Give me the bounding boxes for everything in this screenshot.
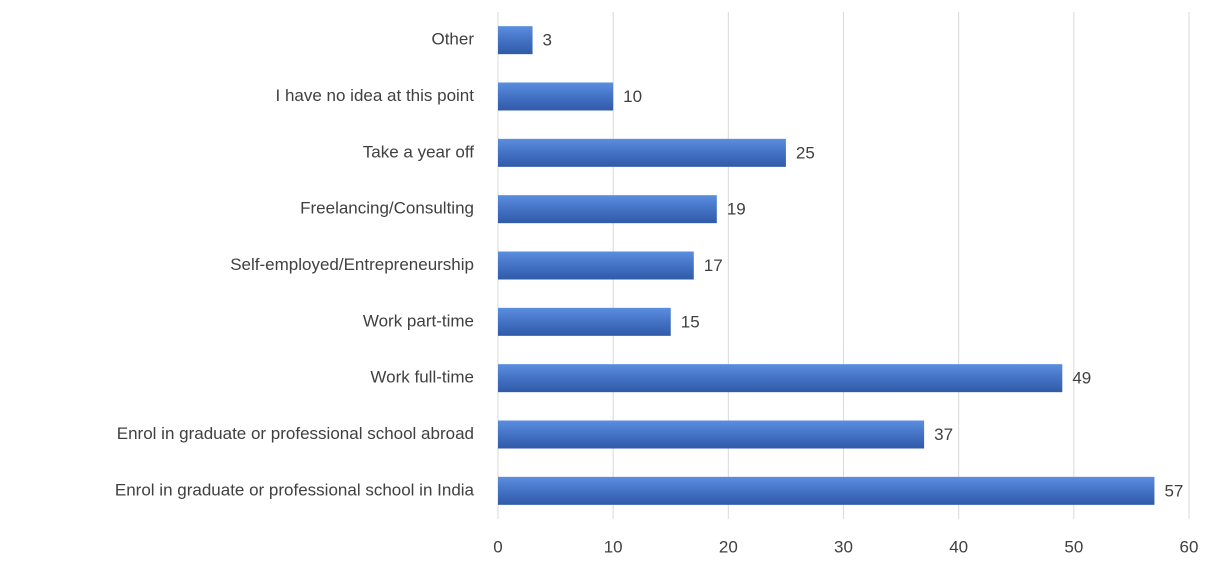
y-tick-label: Self-employed/Entrepreneurship	[230, 255, 474, 274]
y-tick-label: Work full-time	[370, 368, 474, 387]
y-tick-label: Work part-time	[363, 311, 474, 330]
x-tick-label: 30	[834, 537, 853, 556]
x-tick-label: 50	[1064, 537, 1083, 556]
bar	[498, 26, 533, 55]
x-tick-label: 40	[949, 537, 968, 556]
x-tick-label: 20	[719, 537, 738, 556]
data-label: 3	[543, 31, 552, 50]
y-tick-label: Take a year off	[363, 142, 474, 161]
y-tick-label: Enrol in graduate or professional school…	[117, 424, 474, 443]
data-label: 49	[1072, 369, 1091, 388]
data-label: 19	[727, 200, 746, 219]
bar	[498, 251, 694, 280]
data-label: 10	[623, 87, 642, 106]
y-tick-label: Freelancing/Consulting	[300, 199, 474, 218]
bar	[498, 82, 614, 111]
bar	[498, 138, 786, 167]
data-label: 57	[1164, 481, 1183, 500]
bar	[498, 420, 925, 449]
y-tick-label: I have no idea at this point	[276, 86, 475, 105]
x-tick-label: 10	[604, 537, 623, 556]
data-label: 17	[704, 256, 723, 275]
x-tick-label: 0	[493, 537, 502, 556]
x-tick-label: 60	[1180, 537, 1199, 556]
y-tick-label: Other	[431, 30, 474, 49]
bar	[498, 476, 1155, 505]
bar	[498, 195, 717, 224]
data-label: 25	[796, 143, 815, 162]
data-label: 15	[681, 312, 700, 331]
bar	[498, 307, 671, 336]
bar	[498, 364, 1063, 393]
y-tick-label: Enrol in graduate or professional school…	[115, 480, 475, 499]
data-label: 37	[934, 425, 953, 444]
